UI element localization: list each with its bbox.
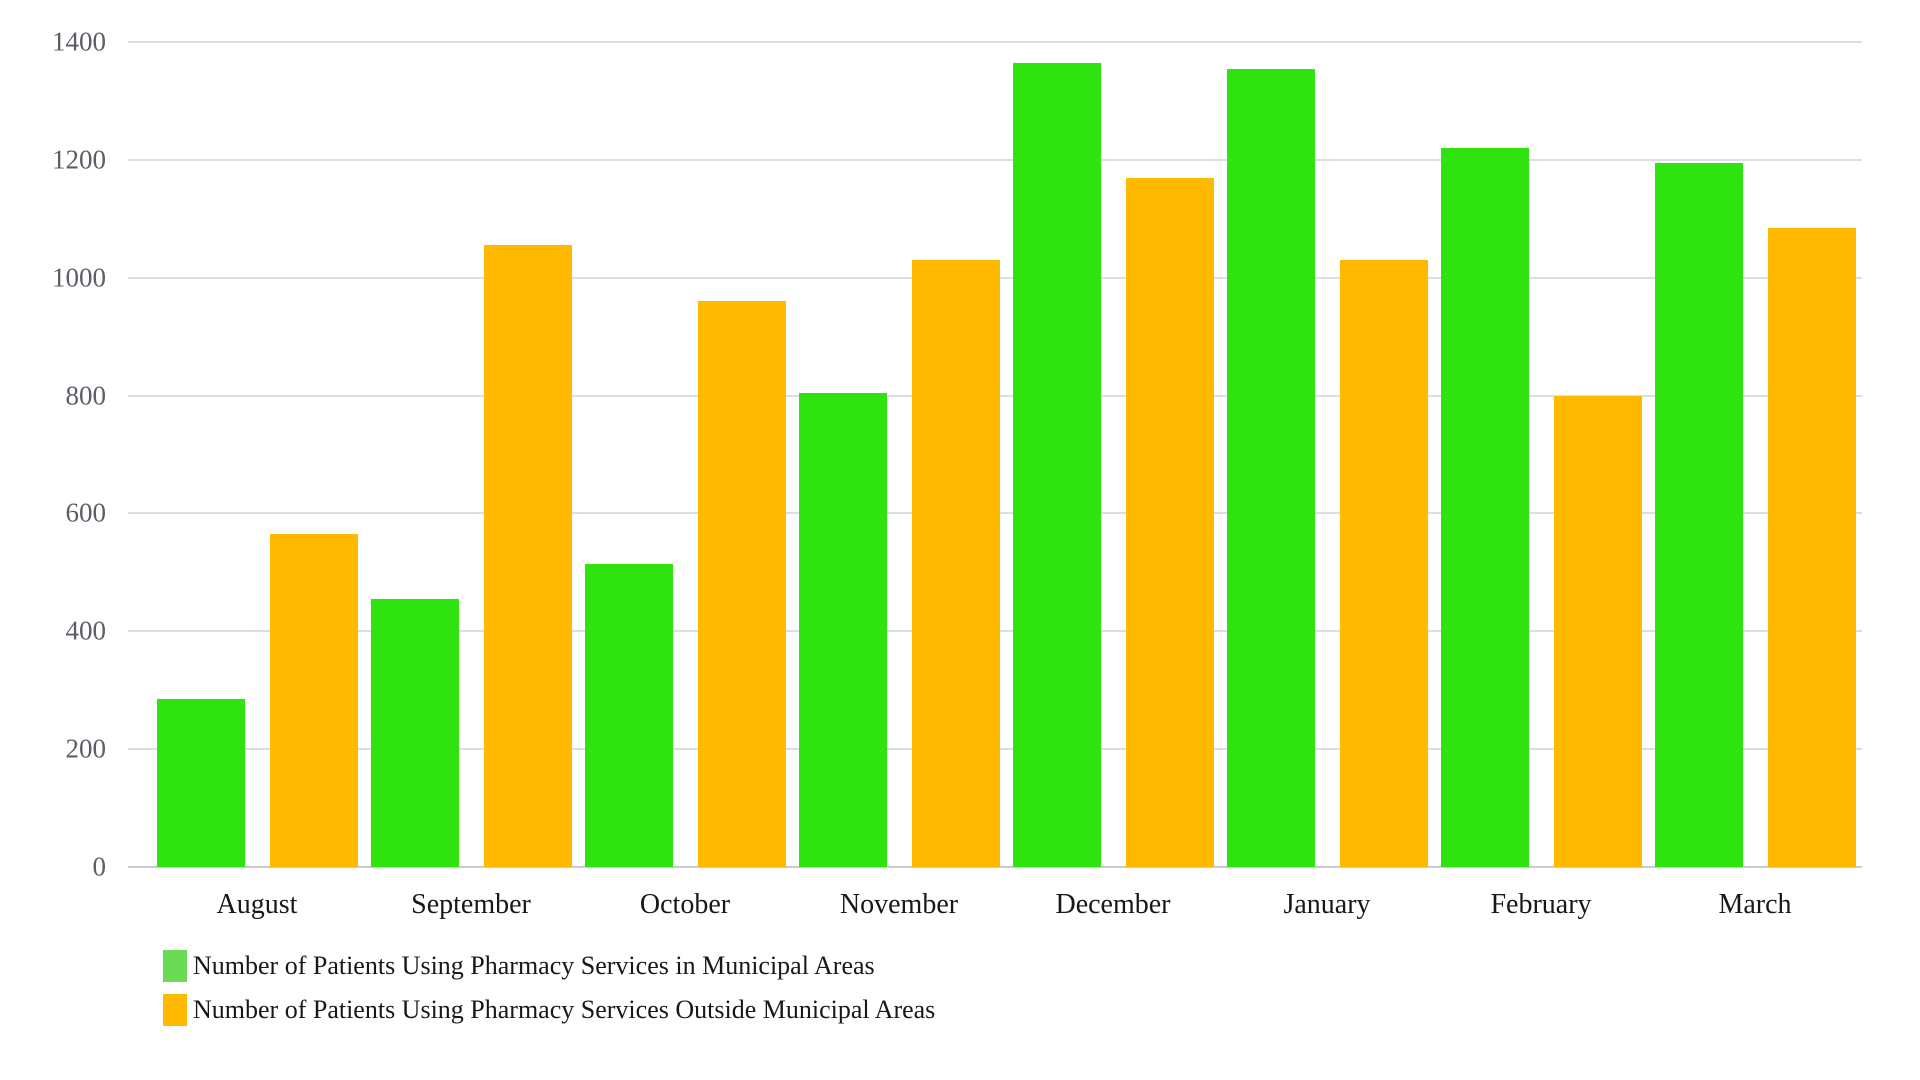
x-label-january: January: [1283, 889, 1371, 920]
bar-group-september: [364, 42, 578, 867]
bar-september-municipal: [370, 598, 459, 867]
y-tick-label-400: 400: [65, 615, 107, 646]
legend: Number of Patients Using Pharmacy Servic…: [163, 950, 935, 1038]
x-label-october: October: [639, 889, 731, 920]
bar-october-outside: [697, 301, 786, 867]
gridline-1400: [128, 41, 1862, 43]
bar-march-municipal: [1654, 162, 1743, 867]
y-tick-label-600: 600: [65, 497, 107, 528]
x-label-august: August: [216, 889, 298, 920]
y-tick-label-1200: 1200: [52, 144, 106, 175]
x-label-february: February: [1490, 889, 1592, 920]
y-tick-label-1000: 1000: [52, 262, 106, 293]
bar-group-december: [1006, 42, 1220, 867]
bar-january-outside: [1339, 260, 1428, 867]
plot-area: [150, 42, 1862, 867]
legend-item-outside: Number of Patients Using Pharmacy Servic…: [163, 994, 935, 1026]
legend-label-outside: Number of Patients Using Pharmacy Servic…: [193, 995, 936, 1025]
y-tick-label-800: 800: [65, 380, 107, 411]
y-tick-label-200: 200: [65, 733, 107, 764]
legend-swatch-municipal: [163, 950, 187, 982]
bar-february-municipal: [1440, 148, 1529, 867]
bar-january-municipal: [1226, 68, 1315, 867]
legend-item-municipal: Number of Patients Using Pharmacy Servic…: [163, 950, 935, 982]
x-axis: August September October November December Ja…: [150, 888, 1862, 922]
y-tick-label-1400: 1400: [52, 26, 106, 57]
legend-swatch-outside: [163, 994, 187, 1026]
bar-group-november: [792, 42, 1006, 867]
x-label-november: November: [839, 889, 959, 920]
bar-group-october: [578, 42, 792, 867]
bar-december-outside: [1125, 177, 1214, 867]
bar-group-august: [150, 42, 364, 867]
bar-group-january: [1220, 42, 1434, 867]
bar-august-municipal: [156, 699, 245, 867]
y-tick-label-0: 0: [92, 851, 107, 882]
bar-november-outside: [911, 260, 1000, 867]
bar-november-municipal: [798, 392, 887, 867]
x-label-september: September: [411, 889, 531, 920]
bar-august-outside: [269, 534, 358, 867]
legend-label-municipal: Number of Patients Using Pharmacy Servic…: [193, 951, 875, 981]
x-label-december: December: [1055, 889, 1171, 920]
y-axis: 0 200 400 600 800 1000 1200 1400: [0, 28, 107, 880]
bar-group-february: [1434, 42, 1648, 867]
x-label-march: March: [1718, 889, 1792, 920]
bar-september-outside: [483, 245, 572, 867]
bar-december-municipal: [1012, 62, 1101, 867]
gridline-0: [128, 866, 1862, 868]
bar-group-march: [1648, 42, 1862, 867]
bar-march-outside: [1767, 227, 1856, 867]
gridline-1200: [128, 158, 1862, 161]
bar-october-municipal: [584, 563, 673, 867]
bar-february-outside: [1553, 395, 1642, 867]
